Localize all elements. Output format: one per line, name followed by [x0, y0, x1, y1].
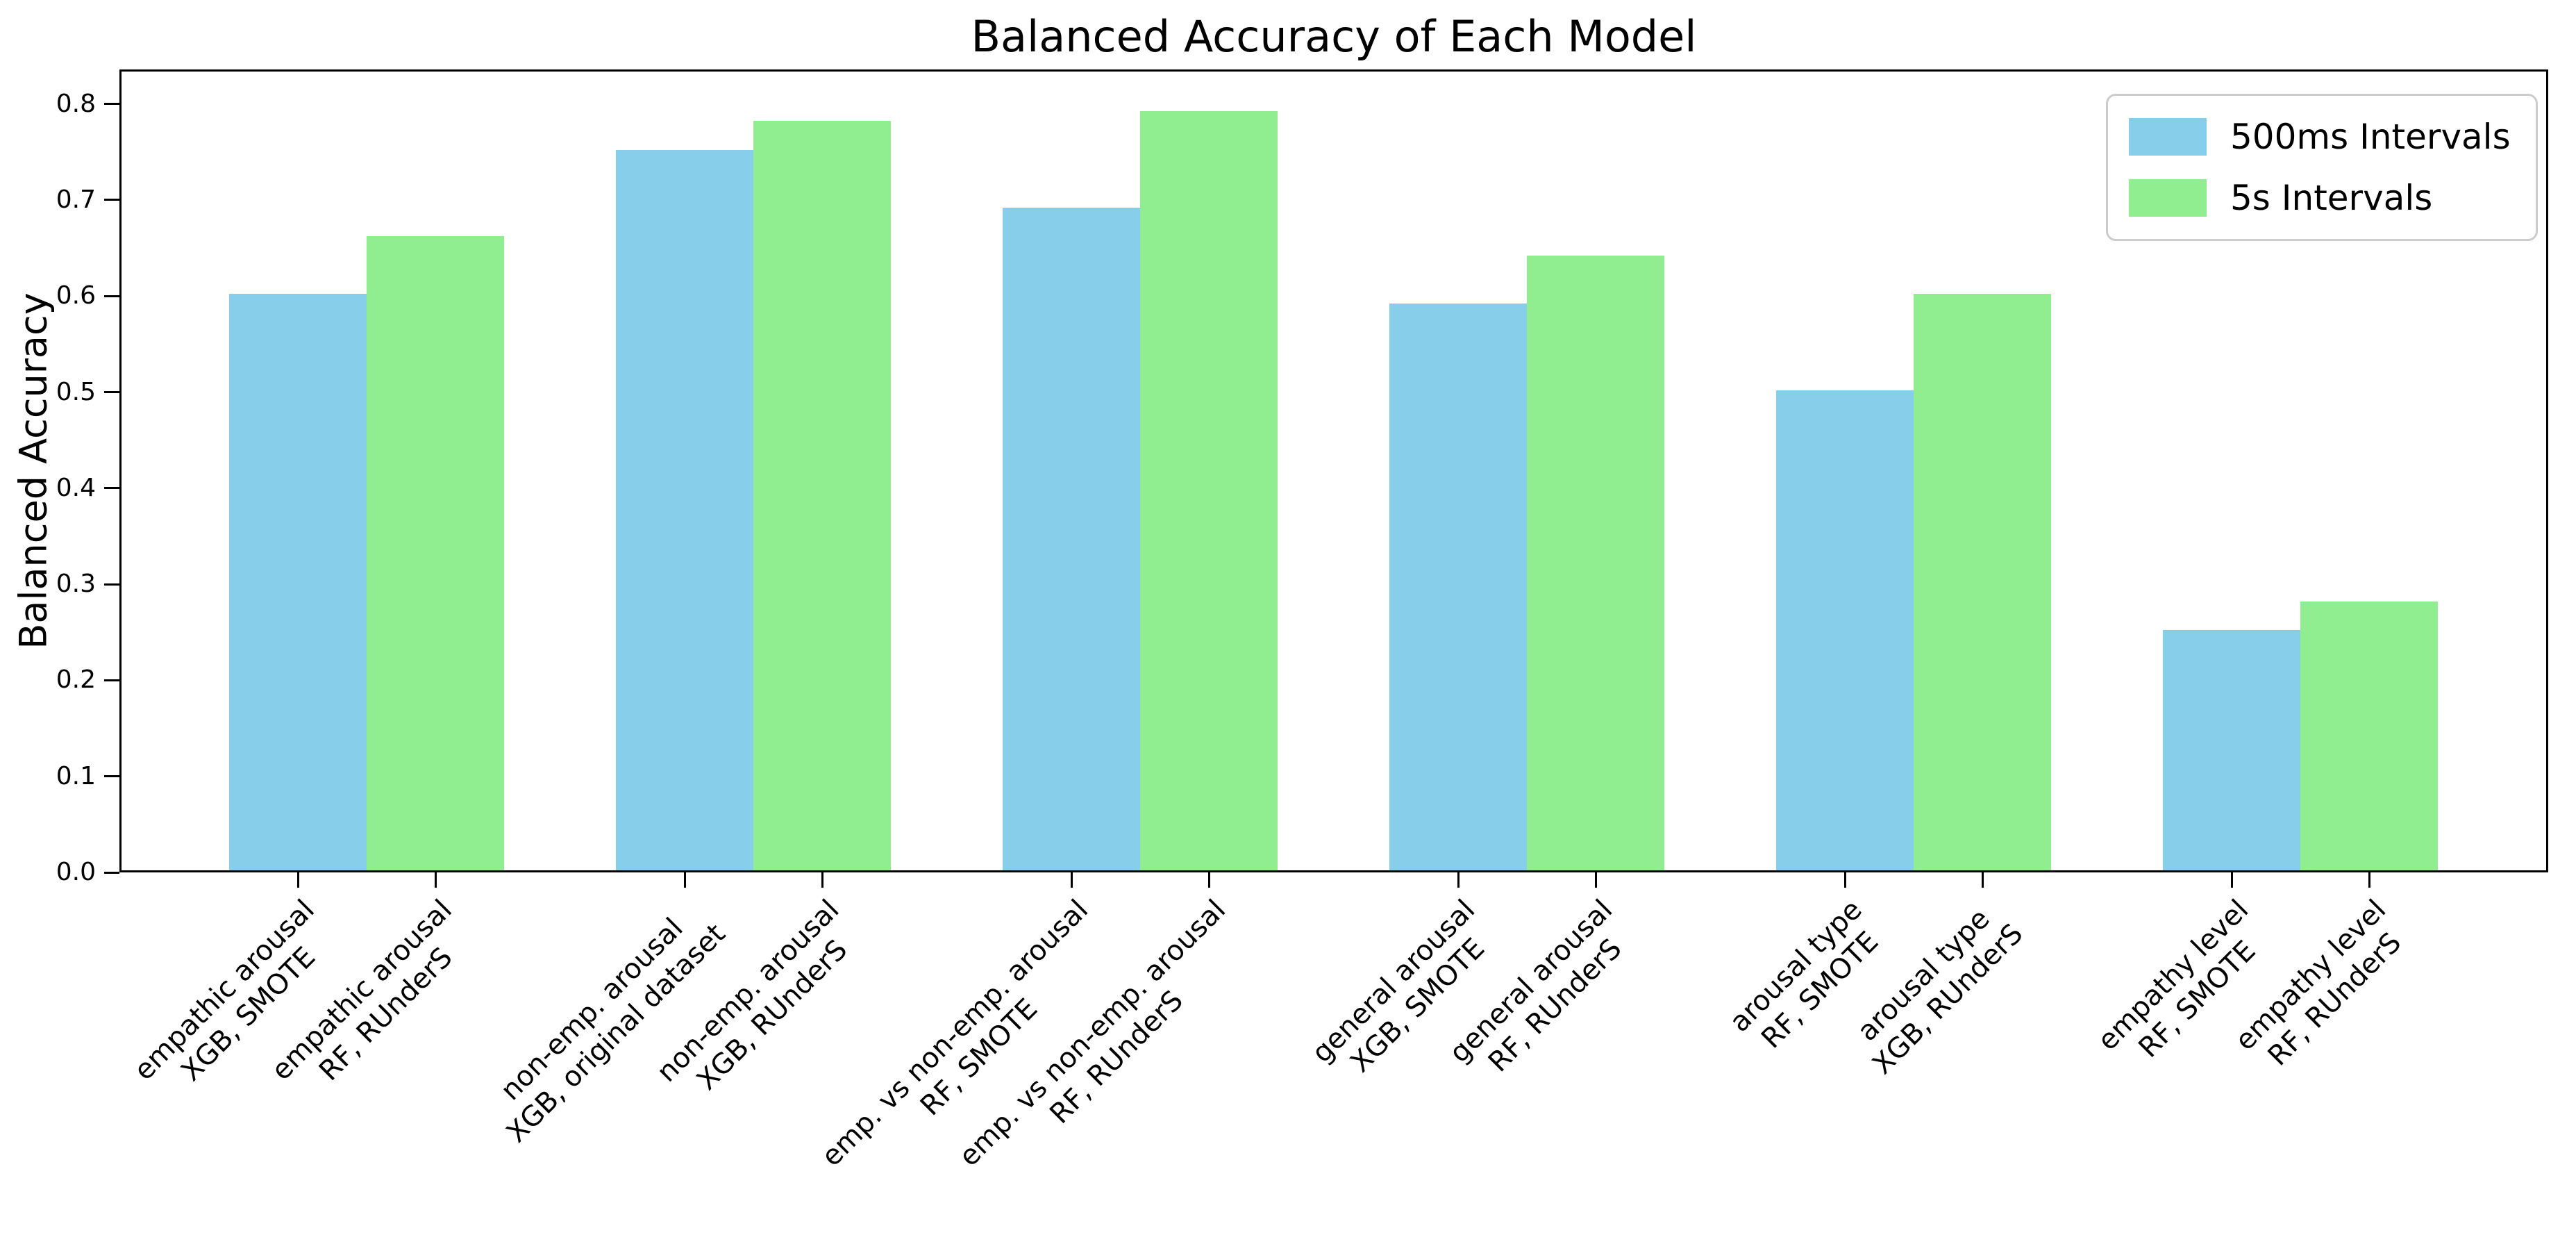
x-tick-label-anchor: arousal type XGB, RUnderS: [1784, 893, 2030, 1081]
y-tick-label: 0.4: [56, 473, 96, 502]
bar-500ms-intervals-group-5: [2163, 630, 2300, 870]
y-tick-label: 0.5: [56, 377, 96, 406]
legend-swatch-5s-intervals: [2129, 179, 2207, 217]
bar-5s-intervals-group-3: [1527, 255, 1664, 870]
y-tick-label: 0.2: [56, 665, 96, 695]
x-tick: [434, 872, 437, 888]
x-tick: [683, 872, 686, 888]
bar-5s-intervals-group-1: [753, 121, 891, 870]
bar-500ms-intervals-group-1: [616, 149, 753, 870]
x-tick-label: empathy level RF, RUnderS: [2229, 893, 2417, 1081]
y-tick: [104, 199, 119, 201]
legend-entry-500ms: 500ms Intervals: [2129, 115, 2515, 158]
bar-5s-intervals-group-4: [1914, 294, 2051, 870]
bar-5s-intervals-group-5: [2300, 601, 2438, 870]
bar-500ms-intervals-group-0: [229, 294, 367, 870]
x-tick: [1457, 872, 1460, 888]
legend-swatch-500ms-intervals: [2129, 118, 2207, 156]
legend: 500ms Intervals 5s Intervals: [2106, 94, 2538, 241]
y-tick: [104, 295, 119, 297]
bar-500ms-intervals-group-3: [1389, 304, 1527, 870]
x-tick-label-anchor: empathy level RF, RUnderS: [2171, 893, 2407, 1072]
x-tick: [1207, 872, 1210, 888]
bar-500ms-intervals-group-2: [1003, 207, 1140, 870]
y-tick-label: 0.8: [56, 89, 96, 118]
y-tick: [104, 103, 119, 106]
x-tick: [1843, 872, 1846, 888]
y-tick: [104, 487, 119, 490]
chart-title: Balanced Accuracy of Each Model: [971, 11, 1697, 62]
x-tick: [1070, 872, 1073, 888]
legend-label-500ms-intervals: 500ms Intervals: [2230, 117, 2511, 157]
x-tick-label-line: RF, RUnderS: [1044, 984, 1189, 1130]
x-tick: [821, 872, 823, 888]
x-tick-label-anchor: general arousal RF, RUnderS: [1380, 893, 1628, 1079]
bar-500ms-intervals-group-4: [1776, 390, 1914, 870]
y-tick-label: 0.7: [56, 185, 96, 214]
x-tick-label-anchor: emp. vs non-emp. arousal RF, RUnderS: [846, 893, 1232, 1173]
y-tick: [104, 871, 119, 874]
x-tick: [1594, 872, 1597, 888]
y-tick-label: 0.1: [56, 761, 96, 790]
x-tick: [296, 872, 299, 888]
x-tick: [2230, 872, 2233, 888]
x-tick: [1981, 872, 1984, 888]
y-tick: [104, 583, 119, 586]
y-tick: [104, 391, 119, 393]
x-tick-label: arousal type XGB, RUnderS: [1842, 893, 2030, 1081]
legend-entry-5s: 5s Intervals: [2129, 176, 2515, 219]
bar-5s-intervals-group-0: [367, 236, 504, 870]
x-tick-label: general arousal RF, RUnderS: [1443, 893, 1644, 1094]
legend-label-5s-intervals: 5s Intervals: [2230, 178, 2433, 218]
y-tick-label: 0.0: [56, 858, 96, 886]
y-tick-label: 0.3: [56, 570, 96, 599]
x-tick: [2368, 872, 2370, 888]
y-tick-label: 0.6: [56, 281, 96, 310]
y-tick: [104, 679, 119, 681]
bar-5s-intervals-group-2: [1140, 111, 1278, 870]
y-tick: [104, 775, 119, 778]
